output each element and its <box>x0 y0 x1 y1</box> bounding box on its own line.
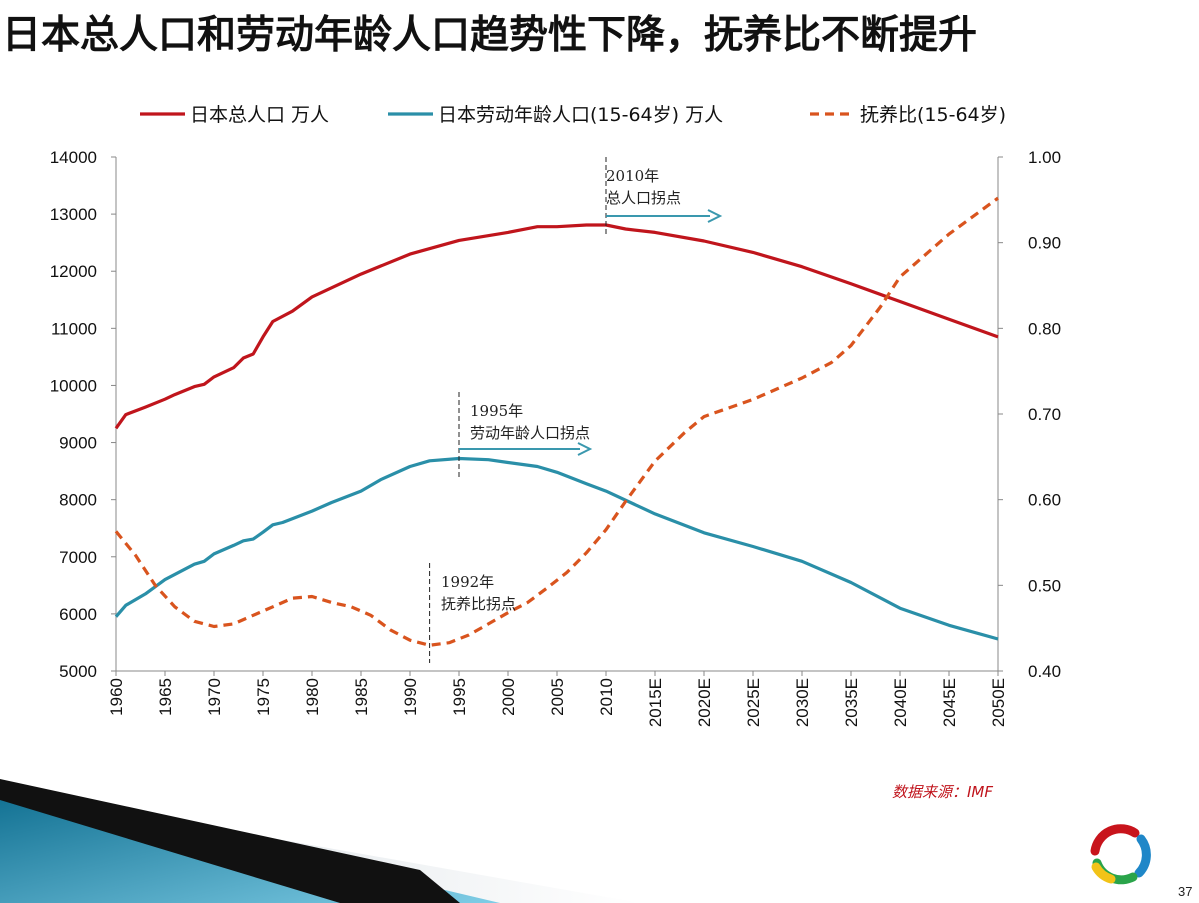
y-left-tick-label: 14000 <box>50 148 97 167</box>
annotation-year: 1992年 <box>441 573 494 591</box>
y-left-tick-label: 6000 <box>59 605 97 624</box>
y-left-tick-label: 12000 <box>50 262 97 281</box>
annotation-label: 劳动年龄人口拐点 <box>470 424 590 442</box>
annotation-arrow-head <box>707 209 723 223</box>
x-tick-label: 2010 <box>597 678 616 716</box>
annotation-year: 1995年 <box>470 402 523 420</box>
x-tick-label: 1960 <box>107 678 126 716</box>
annotation-label: 总人口拐点 <box>606 189 681 207</box>
x-tick-label: 2045E <box>940 678 959 727</box>
y-left-tick-label: 10000 <box>50 376 97 395</box>
x-tick-label: 1975 <box>254 678 273 716</box>
y-left-tick-label: 9000 <box>59 434 97 453</box>
series-line-1 <box>114 223 999 430</box>
y-right-tick-label: 0.40 <box>1028 662 1061 681</box>
x-tick-label: 2040E <box>891 678 910 727</box>
chart-series <box>114 196 999 647</box>
footer-band-black <box>0 779 460 903</box>
slide-title: 日本总人口和劳动年龄人口趋势性下降，抚养比不断提升 <box>2 13 978 58</box>
x-tick-label: 2035E <box>842 678 861 727</box>
x-tick-label: 1965 <box>156 678 175 716</box>
y-right-tick-label: 0.50 <box>1028 576 1061 595</box>
x-tick-label: 2025E <box>744 678 763 727</box>
x-tick-label: 1990 <box>401 678 420 716</box>
y-right-tick-label: 1.00 <box>1028 148 1061 167</box>
x-tick-label: 2000 <box>499 678 518 716</box>
legend-label-3: 抚养比(15-64岁) <box>860 104 1006 126</box>
annotation-arrow-head <box>577 442 593 456</box>
y-left-tick-label: 11000 <box>51 319 97 338</box>
data-source-note: 数据来源：IMF <box>892 783 993 801</box>
page-number: 37 <box>1178 884 1193 899</box>
annotation-label: 抚养比拐点 <box>441 595 516 613</box>
y-right-tick-label: 0.90 <box>1028 234 1061 253</box>
logo-icon <box>1090 824 1151 885</box>
x-tick-label: 2005 <box>548 678 567 716</box>
x-tick-label: 2030E <box>793 678 812 727</box>
series-line-2 <box>114 456 999 641</box>
x-tick-label: 2050E <box>989 678 1008 727</box>
y-left-tick-label: 5000 <box>59 662 97 681</box>
series-line-3 <box>114 196 999 647</box>
annotation-year: 2010年 <box>606 167 659 185</box>
y-left-tick-label: 8000 <box>59 491 97 510</box>
x-tick-label: 1980 <box>303 678 322 716</box>
legend-label-2: 日本劳动年龄人口(15-64岁) 万人 <box>438 104 723 126</box>
x-tick-label: 2015E <box>646 678 665 727</box>
chart-axes: 14000 13000 12000 11000 10000 9000 8000 7000 600… <box>50 148 1061 727</box>
y-right-tick-label: 0.60 <box>1028 491 1061 510</box>
chart-legend: 日本总人口 万人 日本劳动年龄人口(15-64岁) 万人 抚养比(15-64岁) <box>140 104 1006 126</box>
legend-label-1: 日本总人口 万人 <box>190 104 329 126</box>
y-left-tick-label: 7000 <box>59 548 97 567</box>
x-tick-label: 2020E <box>695 678 714 727</box>
y-left-tick-label: 13000 <box>50 205 97 224</box>
x-tick-label: 1970 <box>205 678 224 716</box>
x-tick-label: 1995 <box>450 678 469 716</box>
y-right-tick-label: 0.70 <box>1028 405 1061 424</box>
x-tick-label: 1985 <box>352 678 371 716</box>
y-right-tick-label: 0.80 <box>1028 319 1061 338</box>
